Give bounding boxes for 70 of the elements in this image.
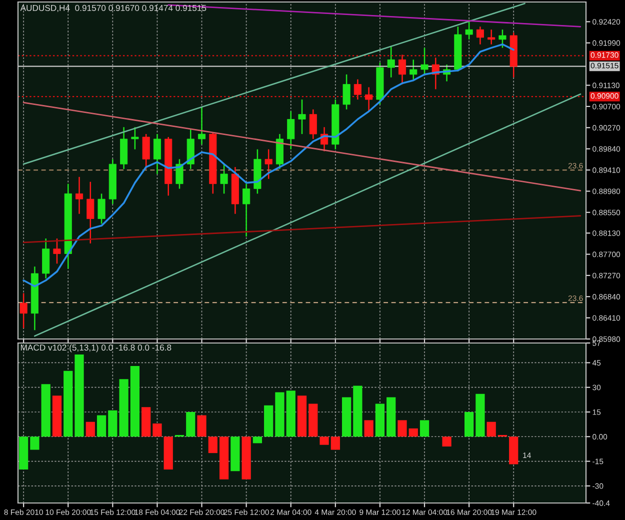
bar <box>142 407 151 437</box>
candlestick <box>198 106 206 146</box>
bar <box>398 420 407 437</box>
candlestick <box>142 133 150 170</box>
bar <box>375 404 385 437</box>
bar <box>30 436 40 450</box>
bar <box>130 366 140 437</box>
candlestick <box>131 126 139 150</box>
candlestick <box>176 158 184 190</box>
bar <box>219 436 229 480</box>
candlestick <box>476 26 484 45</box>
bar <box>252 436 262 444</box>
candlestick <box>488 28 496 45</box>
bar <box>197 415 206 437</box>
bar <box>364 420 374 437</box>
bar <box>108 410 118 437</box>
candlestick <box>387 46 395 78</box>
chart-title: MACD v102 (5,13,1) 0.0 -16.8 0.0 -16.8 <box>20 344 172 352</box>
candlestick <box>354 78 362 100</box>
candlestick <box>398 54 406 85</box>
bar <box>386 397 396 437</box>
bar <box>420 420 430 437</box>
bar <box>442 436 452 446</box>
candlestick <box>465 19 473 40</box>
bar <box>52 396 62 437</box>
candlestick <box>410 59 418 80</box>
bar <box>164 436 173 470</box>
bar <box>408 428 418 437</box>
candlestick <box>365 86 373 112</box>
bar <box>19 436 28 470</box>
candlestick <box>86 181 94 244</box>
bar <box>509 436 518 464</box>
candlestick <box>309 108 317 140</box>
bar <box>86 422 95 437</box>
candlestick <box>298 98 306 135</box>
bar <box>464 412 474 437</box>
candlestick <box>75 176 84 214</box>
candlestick <box>220 163 228 194</box>
bar <box>476 394 485 437</box>
candlestick <box>264 148 272 180</box>
bar <box>242 436 251 480</box>
bar <box>152 423 162 437</box>
bar <box>275 392 284 437</box>
bar <box>208 436 218 454</box>
chart-title: AUDUSD,H4 0.91570 0.91670 0.91474 0.91515 <box>20 4 206 12</box>
candlestick <box>498 28 506 48</box>
bar <box>74 354 84 437</box>
bar <box>41 384 50 437</box>
bar <box>64 370 73 437</box>
candlestick <box>420 47 428 76</box>
candlestick <box>342 74 350 110</box>
bar <box>342 397 352 437</box>
bar <box>320 436 329 445</box>
candlestick <box>153 133 161 175</box>
bar <box>353 386 362 437</box>
bar <box>297 396 307 437</box>
candlestick <box>53 238 61 264</box>
bar <box>486 422 496 437</box>
bar <box>186 412 196 437</box>
bar <box>330 436 340 450</box>
bar <box>308 404 318 437</box>
bar <box>96 415 106 437</box>
bar <box>119 379 128 437</box>
candlestick <box>287 110 295 150</box>
bar <box>286 390 296 437</box>
candlestick <box>242 183 250 238</box>
candlestick <box>98 193 106 224</box>
bar <box>230 436 240 472</box>
candlestick <box>20 292 28 329</box>
bar <box>264 405 274 437</box>
